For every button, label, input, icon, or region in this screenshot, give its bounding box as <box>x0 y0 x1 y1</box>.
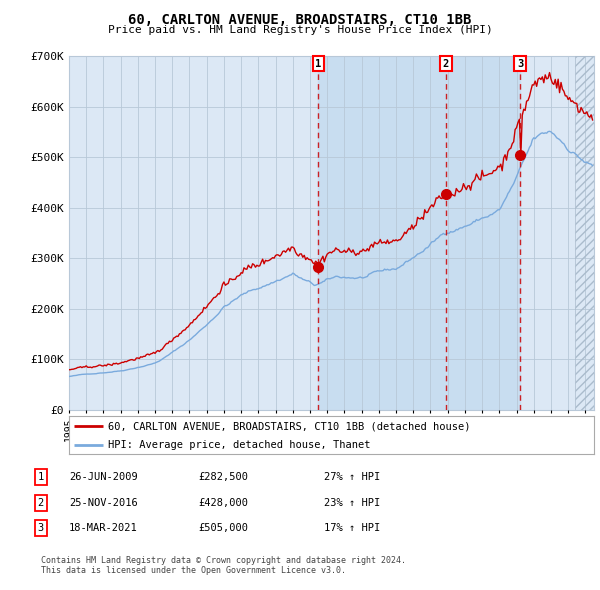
Text: 1: 1 <box>38 472 44 481</box>
Text: 1: 1 <box>315 59 322 69</box>
Text: £428,000: £428,000 <box>198 498 248 507</box>
Bar <box>575 56 594 410</box>
Text: 60, CARLTON AVENUE, BROADSTAIRS, CT10 1BB (detached house): 60, CARLTON AVENUE, BROADSTAIRS, CT10 1B… <box>109 421 471 431</box>
Text: HPI: Average price, detached house, Thanet: HPI: Average price, detached house, Than… <box>109 440 371 450</box>
Text: 2: 2 <box>38 498 44 507</box>
Text: 3: 3 <box>517 59 523 69</box>
Text: 23% ↑ HPI: 23% ↑ HPI <box>324 498 380 507</box>
Text: 3: 3 <box>38 523 44 533</box>
Text: 27% ↑ HPI: 27% ↑ HPI <box>324 472 380 481</box>
Bar <box>319 56 520 410</box>
Text: £505,000: £505,000 <box>198 523 248 533</box>
Text: Price paid vs. HM Land Registry's House Price Index (HPI): Price paid vs. HM Land Registry's House … <box>107 25 493 35</box>
Text: 25-NOV-2016: 25-NOV-2016 <box>69 498 138 507</box>
Text: 2: 2 <box>443 59 449 69</box>
Bar <box>575 56 594 410</box>
Text: 18-MAR-2021: 18-MAR-2021 <box>69 523 138 533</box>
Text: 26-JUN-2009: 26-JUN-2009 <box>69 472 138 481</box>
Text: 17% ↑ HPI: 17% ↑ HPI <box>324 523 380 533</box>
Text: 60, CARLTON AVENUE, BROADSTAIRS, CT10 1BB: 60, CARLTON AVENUE, BROADSTAIRS, CT10 1B… <box>128 13 472 27</box>
Text: Contains HM Land Registry data © Crown copyright and database right 2024.
This d: Contains HM Land Registry data © Crown c… <box>41 556 406 575</box>
Text: £282,500: £282,500 <box>198 472 248 481</box>
